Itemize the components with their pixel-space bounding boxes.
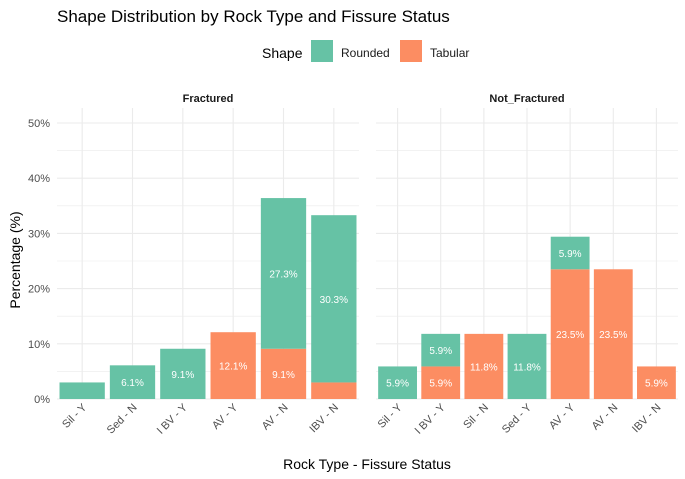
- y-tick-label: 0%: [34, 394, 50, 406]
- legend: Shape Rounded Tabular: [262, 40, 469, 62]
- x-tick-label: Sil - N: [461, 402, 491, 432]
- bar-tabular: [260, 348, 307, 399]
- bar-value-label: 30.3%: [320, 295, 348, 306]
- bar-rounded: [421, 333, 461, 367]
- bar-rounded: [311, 215, 357, 383]
- chart-title: Shape Distribution by Rock Type and Fiss…: [57, 7, 450, 26]
- bar-tabular: [421, 366, 461, 399]
- y-axis-ticks: 0% 10% 20% 30% 40% 50%: [28, 118, 50, 406]
- x-tick-label: AV - Y: [210, 401, 241, 432]
- bar-tabular: [464, 333, 504, 399]
- legend-key-rounded: [311, 40, 333, 62]
- x-axis-title: Rock Type - Fissure Status: [283, 456, 451, 472]
- x-tick-label: AV - N: [260, 402, 291, 433]
- bar-rounded: [160, 348, 206, 399]
- bar-value-label: 12.1%: [219, 362, 247, 373]
- bar-rounded: [109, 365, 156, 399]
- x-axis-ticks: Sil - Y Sed - N I BV - Y AV - Y AV - N IBV - …: [60, 401, 341, 437]
- bar-value-label: 23.5%: [556, 330, 584, 341]
- y-tick-label: 30%: [28, 228, 50, 240]
- bar-value-label: 5.9%: [559, 249, 582, 260]
- y-tick-label: 50%: [28, 118, 50, 130]
- bar-tabular: [637, 366, 676, 399]
- bar-value-label: 5.9%: [645, 379, 668, 390]
- bar-tabular: [550, 269, 590, 399]
- bar-rounded: [507, 333, 547, 399]
- panel-bars: 6.1% 9.1% 12.1% 9.1% 27.3% 30.3%: [59, 198, 357, 399]
- y-tick-label: 10%: [28, 339, 50, 351]
- x-tick-label: Sil - Y: [60, 401, 90, 431]
- x-tick-label: I BV - Y: [413, 401, 449, 437]
- bar-value-label: 9.1%: [272, 370, 295, 381]
- y-tick-label: 40%: [28, 173, 50, 185]
- x-tick-label: Sed - Y: [500, 401, 535, 436]
- x-tick-label: I BV - Y: [155, 401, 191, 437]
- x-tick-label: Sed - N: [105, 402, 140, 437]
- legend-key-tabular: [400, 40, 422, 62]
- bar-tabular: [210, 332, 256, 399]
- bar-value-label: 27.3%: [269, 269, 297, 280]
- x-tick-label: Sil - Y: [376, 401, 406, 431]
- panel-strip-title: Not_Fractured: [489, 93, 564, 105]
- bar-value-label: 11.8%: [470, 362, 498, 373]
- bar-tabular: [593, 269, 633, 399]
- bar-rounded: [260, 198, 307, 349]
- legend-label-tabular: Tabular: [430, 46, 469, 60]
- bar-tabular: [311, 382, 357, 399]
- bar-value-label: 5.9%: [386, 379, 409, 390]
- bar-value-label: 5.9%: [429, 346, 452, 357]
- x-tick-label: IBV - N: [630, 402, 664, 436]
- x-tick-label: AV - Y: [547, 401, 578, 432]
- bar-rounded: [378, 366, 417, 399]
- panels: 0% 10% 20% 30% 40% 50% Fractured 6.1% 9.1% 12.1% 9…: [28, 93, 678, 437]
- panel-not-fractured: Not_Fractured 5.9% 5.9% 5.9% 11.8% 11.8% 23.5%…: [376, 93, 678, 437]
- x-tick-label: AV - N: [590, 402, 621, 433]
- bar-value-label: 11.8%: [513, 362, 541, 373]
- bar-value-label: 9.1%: [171, 370, 194, 381]
- legend-label-rounded: Rounded: [341, 46, 390, 60]
- legend-title: Shape: [262, 45, 303, 61]
- y-tick-label: 20%: [28, 284, 50, 296]
- panel-bars: 5.9% 5.9% 5.9% 11.8% 11.8% 23.5% 5.9% 23.5% 5.9%: [378, 236, 676, 399]
- panel-strip-title: Fractured: [183, 93, 234, 105]
- panel-fractured: Fractured 6.1% 9.1% 12.1% 9.1% 27.3% 30.3% Sil …: [57, 93, 359, 437]
- bar-rounded: [550, 236, 590, 270]
- bar-value-label: 23.5%: [599, 330, 627, 341]
- bar-value-label: 6.1%: [121, 378, 144, 389]
- y-axis-title: Percentage (%): [7, 211, 23, 308]
- bar-value-label: 5.9%: [429, 379, 452, 390]
- bar-rounded: [59, 382, 105, 399]
- x-tick-label: IBV - N: [307, 402, 341, 436]
